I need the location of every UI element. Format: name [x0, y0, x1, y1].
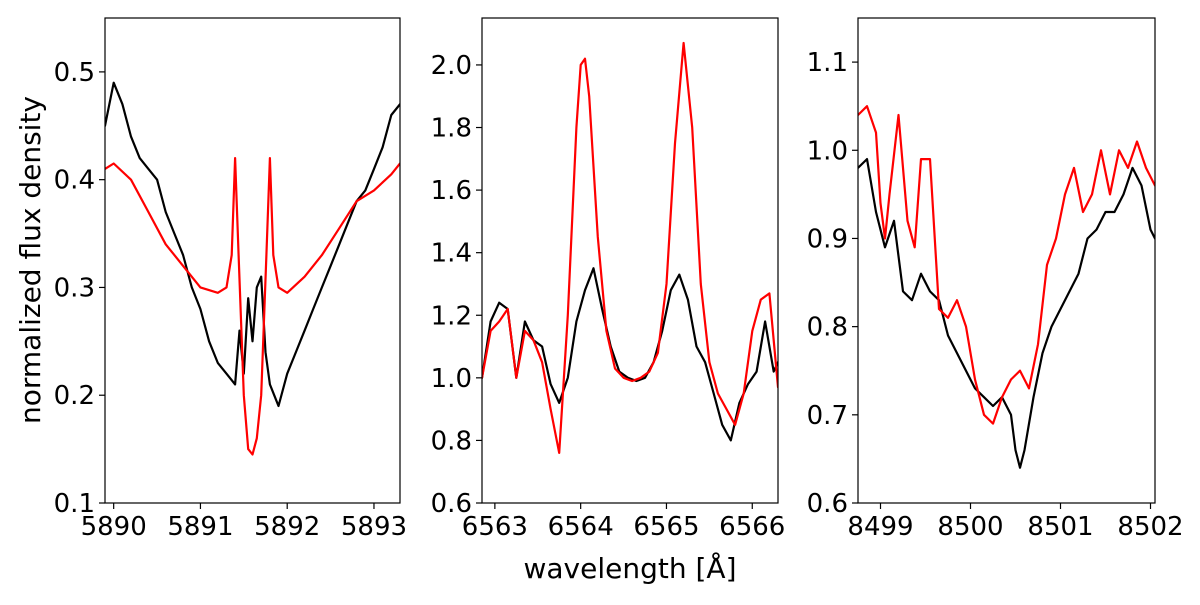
y-tick-label: 1.4 — [431, 239, 472, 269]
y-tick-label: 0.8 — [807, 313, 848, 343]
series-group — [858, 105, 1155, 469]
series-observed-line — [858, 158, 1155, 469]
y-tick-label: 0.1 — [54, 489, 95, 519]
x-axis-label: wavelength [Å] — [523, 551, 736, 585]
y-tick-label: 0.8 — [431, 426, 472, 456]
series-group — [105, 81, 400, 456]
series-observed-line — [482, 267, 778, 442]
y-tick-label: 0.7 — [807, 401, 848, 431]
x-tick-label: 5893 — [341, 512, 407, 542]
plot-frame — [857, 17, 1156, 504]
plot-frame — [104, 17, 401, 504]
x-tick-label: 8499 — [847, 512, 913, 542]
y-tick-label: 1.1 — [807, 48, 848, 78]
y-tick-label: 1.8 — [431, 114, 472, 144]
panel-1: 5890 5891 5892 5893 0.1 0.2 0.3 0.4 0.5 — [54, 17, 407, 542]
y-tick-label: 0.5 — [54, 58, 95, 88]
panel-3: 8499 8500 8501 8502 0.6 0.7 0.8 0.9 1.0 1.1 — [807, 17, 1184, 542]
y-tick-label: 1.0 — [431, 364, 472, 394]
y-tick-label: 0.6 — [807, 489, 848, 519]
x-tick-label: 6566 — [719, 512, 785, 542]
y-tick-label: 0.4 — [54, 166, 95, 196]
x-tick-label: 6564 — [548, 512, 614, 542]
series-model-line — [105, 157, 400, 456]
series-observed-line — [105, 81, 400, 408]
y-tick-label: 2.0 — [431, 51, 472, 81]
x-tick-label: 5891 — [167, 512, 233, 542]
y-tick-label: 1.0 — [807, 136, 848, 166]
x-tick-label: 5892 — [254, 512, 320, 542]
y-tick-label: 0.9 — [807, 224, 848, 254]
x-tick-label: 8502 — [1117, 512, 1183, 542]
y-tick-label: 0.3 — [54, 273, 95, 303]
series-model-line — [858, 105, 1155, 425]
x-tick-label: 5890 — [81, 512, 147, 542]
x-tick-label: 8501 — [1027, 512, 1093, 542]
x-tick-label: 8500 — [937, 512, 1003, 542]
panel-2: 6563 6564 6565 6566 0.6 0.8 1.0 1.2 1.4 1.6 1.8 2.0 — [431, 17, 785, 542]
y-axis-label: normalized flux density — [14, 96, 47, 424]
x-tick-label: 6565 — [633, 512, 699, 542]
y-tick-label: 0.2 — [54, 381, 95, 411]
series-model-line — [482, 41, 778, 454]
y-tick-label: 1.2 — [431, 301, 472, 331]
y-tick-label: 0.6 — [431, 489, 472, 519]
x-tick-label: 6563 — [462, 512, 528, 542]
y-tick-label: 1.6 — [431, 176, 472, 206]
plot-frame — [481, 17, 779, 504]
series-group — [482, 41, 778, 454]
